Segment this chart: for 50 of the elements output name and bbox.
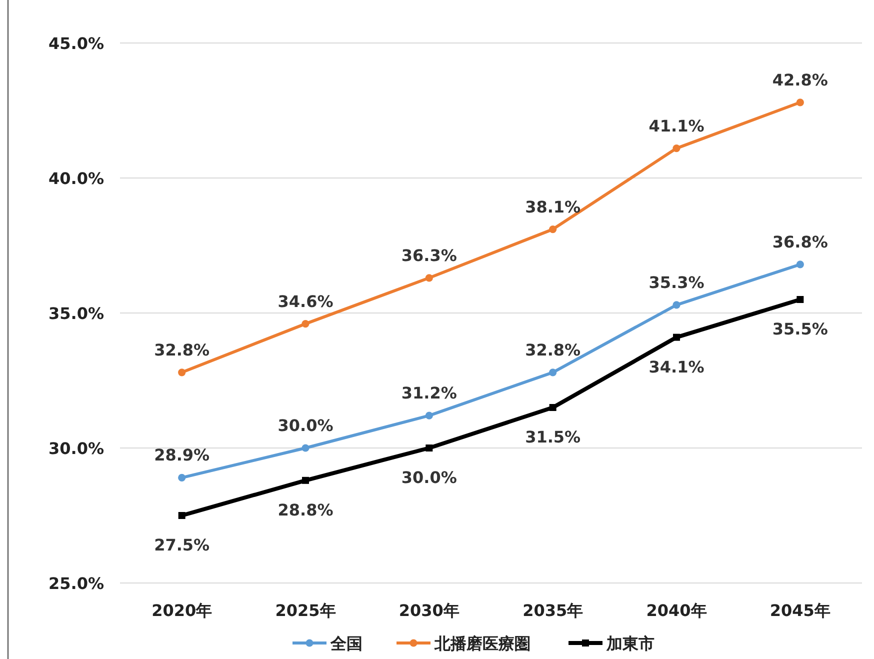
data-label: 28.8% [278,500,334,520]
point [549,368,557,376]
x-tick-label: 2040年 [646,601,707,620]
data-label: 32.8% [154,340,210,360]
point [426,444,433,452]
data-label: 36.3% [401,246,457,265]
point [796,260,804,268]
point [425,274,433,282]
data-label: 34.6% [278,292,334,311]
point [673,334,680,341]
x-tick-label: 2030年 [398,601,460,620]
y-tick-label: 35.0% [48,304,104,323]
point [178,512,186,519]
data-label: 32.8% [525,340,581,360]
point [549,404,556,411]
point [178,474,186,482]
point [796,98,804,106]
data-label: 27.5% [154,536,210,554]
data-label: 28.9% [154,446,210,465]
data-label: 41.1% [648,116,704,136]
data-label: 35.5% [772,320,828,338]
data-label: 34.1% [648,357,704,376]
data-label: 36.8% [772,232,828,252]
data-label: 38.1% [525,197,581,216]
point [302,476,309,484]
x-tick-label: 2035年 [522,601,584,620]
data-label: 30.0% [401,468,457,487]
legend-label: 加東市 [606,634,654,653]
data-label: 31.2% [401,384,457,403]
point [672,144,680,152]
data-label: 35.3% [648,272,704,292]
y-tick-label: 45.0% [48,34,104,53]
legend-label: 北播磨医療圏 [434,634,530,653]
point [302,444,310,452]
point [672,301,680,309]
point [178,368,186,376]
data-label: 31.5% [525,428,581,446]
data-label: 30.0% [278,416,334,435]
y-tick-label: 30.0% [48,439,104,458]
data-label: 42.8% [772,70,828,90]
x-tick-label: 2020年 [152,601,212,620]
legend-label: 全国 [330,634,362,653]
point [549,226,557,234]
x-tick-label: 2045年 [770,601,830,620]
point [796,296,804,303]
y-tick-label: 25.0% [48,574,104,593]
point [302,320,310,328]
y-tick-label: 40.0% [48,169,104,188]
point [425,412,433,420]
x-tick-label: 2025年 [275,601,336,620]
